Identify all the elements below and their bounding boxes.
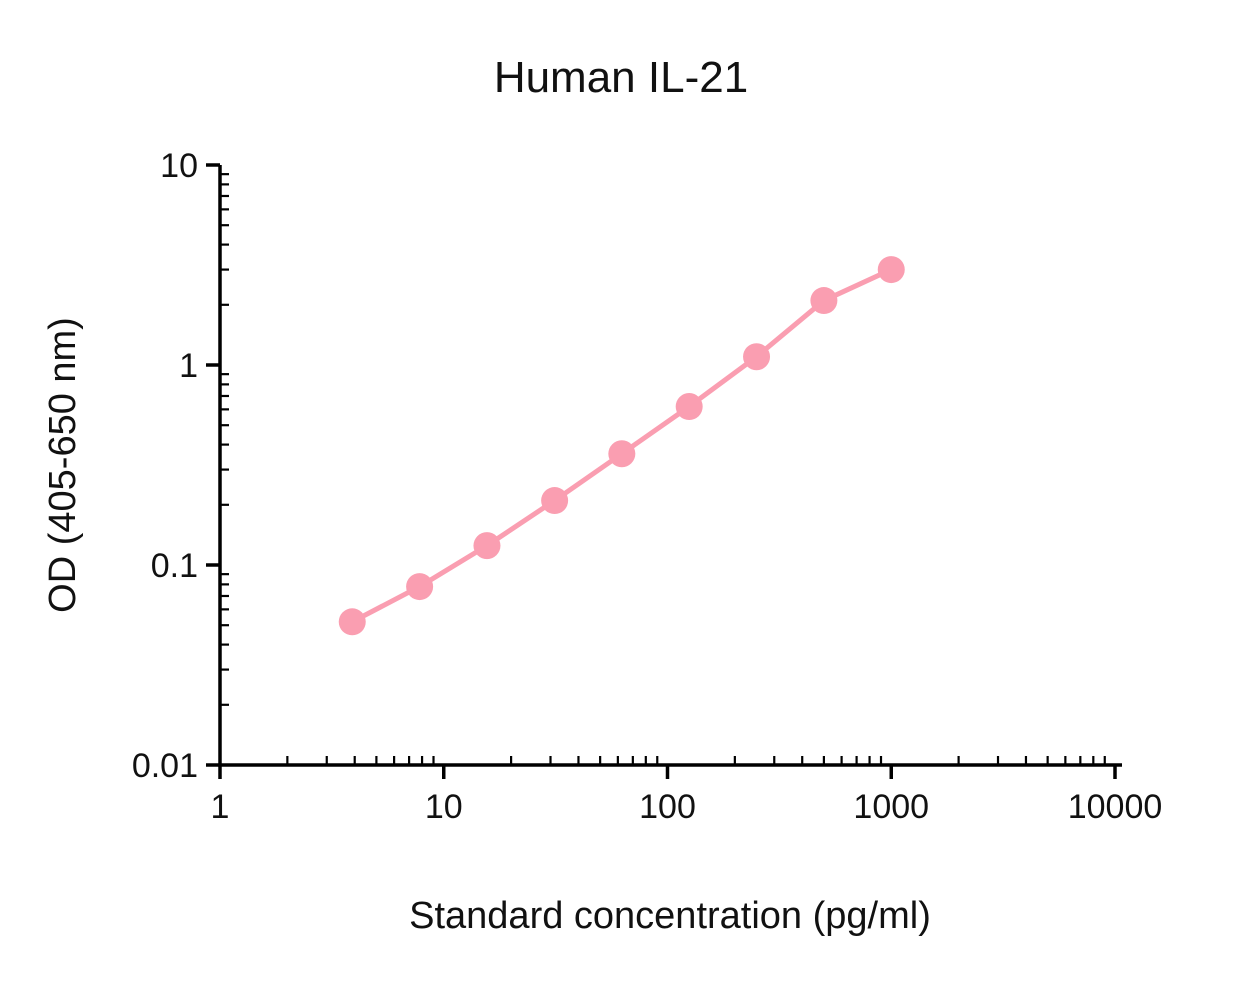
y-tick-label: 0.1	[151, 547, 198, 585]
data-point-marker	[473, 532, 501, 560]
axis-tick-labels: 1 10 100 1000 10000 0.01 0.1 1 10	[132, 147, 1162, 826]
series-line-and-markers	[338, 256, 905, 636]
y-tick-label: 0.01	[132, 747, 198, 785]
x-tick-label: 1	[211, 788, 230, 826]
data-point-marker	[406, 573, 434, 601]
x-tick-label: 10	[425, 788, 463, 826]
chart-title: Human IL-21	[494, 53, 748, 102]
axes-lines	[218, 165, 1122, 767]
y-tick-label: 10	[160, 147, 198, 185]
data-point-marker	[541, 487, 569, 515]
x-tick-label: 10000	[1068, 788, 1163, 826]
axis-ticks	[206, 163, 1117, 779]
data-point-marker	[877, 256, 905, 284]
data-point-marker	[810, 287, 838, 315]
x-tick-label: 100	[639, 788, 696, 826]
x-tick-label: 1000	[853, 788, 929, 826]
data-point-marker	[338, 608, 366, 636]
data-point-marker	[675, 393, 703, 421]
data-point-marker	[608, 440, 636, 468]
y-tick-label: 1	[179, 347, 198, 385]
y-axis-title: OD (405-650 nm)	[42, 317, 84, 613]
data-point-marker	[743, 343, 771, 371]
x-axis-title: Standard concentration (pg/ml)	[409, 895, 931, 937]
